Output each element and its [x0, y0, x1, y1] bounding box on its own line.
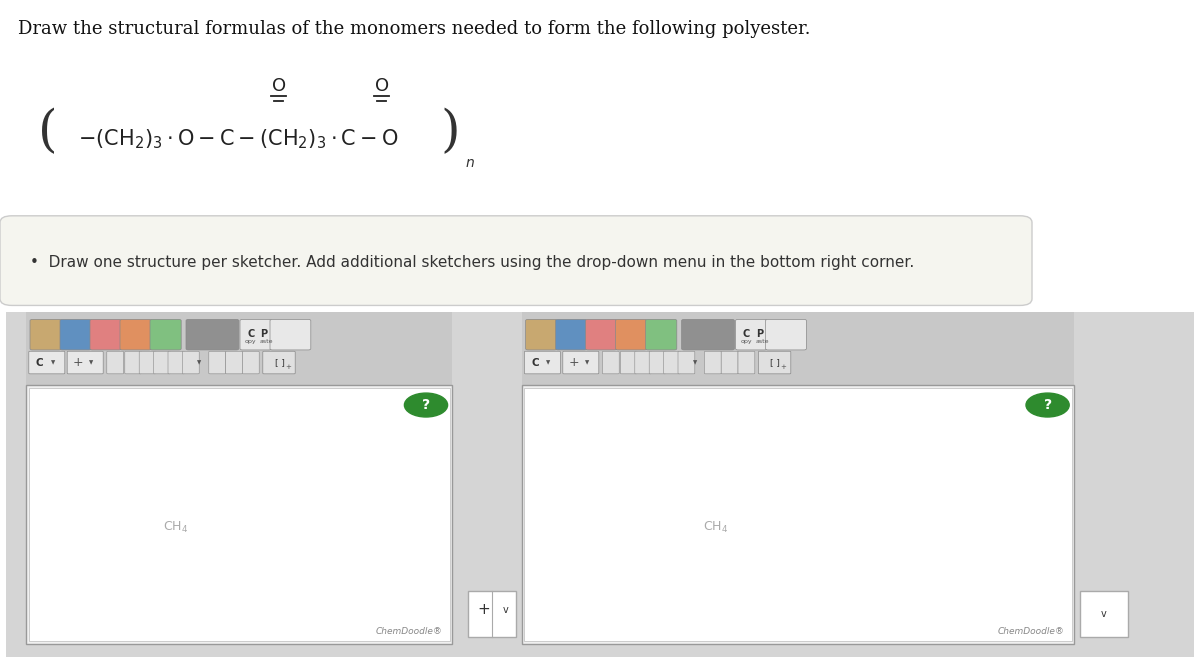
Text: P: P: [260, 329, 268, 339]
Text: +: +: [781, 364, 786, 371]
FancyBboxPatch shape: [26, 385, 452, 644]
FancyBboxPatch shape: [6, 312, 1194, 657]
FancyBboxPatch shape: [209, 351, 226, 374]
FancyBboxPatch shape: [120, 319, 151, 350]
FancyBboxPatch shape: [704, 351, 721, 374]
FancyBboxPatch shape: [620, 351, 637, 374]
FancyBboxPatch shape: [586, 319, 617, 350]
Circle shape: [1026, 393, 1069, 417]
Text: $\mathregular{CH_4}$: $\mathregular{CH_4}$: [163, 520, 188, 535]
FancyBboxPatch shape: [139, 351, 156, 374]
Text: opy: opy: [245, 339, 257, 345]
FancyBboxPatch shape: [125, 351, 142, 374]
Text: [ ]: [ ]: [770, 358, 780, 367]
Text: Draw the structural formulas of the monomers needed to form the following polyes: Draw the structural formulas of the mono…: [18, 20, 810, 38]
Text: (: (: [38, 108, 58, 157]
FancyBboxPatch shape: [682, 319, 734, 350]
FancyBboxPatch shape: [1080, 591, 1128, 637]
FancyBboxPatch shape: [522, 385, 1074, 644]
Text: $\mathsf{-(CH_2)_3 \cdot O-C-(CH_2)_3 \cdot C-O}$: $\mathsf{-(CH_2)_3 \cdot O-C-(CH_2)_3 \c…: [78, 127, 398, 151]
FancyBboxPatch shape: [0, 216, 1032, 305]
Text: ▼: ▼: [89, 360, 94, 365]
FancyBboxPatch shape: [107, 351, 124, 374]
FancyBboxPatch shape: [26, 312, 452, 385]
FancyBboxPatch shape: [556, 319, 587, 350]
Text: $\mathsf{O}$: $\mathsf{O}$: [374, 77, 389, 96]
Text: ): ): [440, 108, 460, 157]
FancyBboxPatch shape: [616, 319, 647, 350]
Text: P: P: [756, 329, 763, 339]
Text: +: +: [286, 364, 290, 371]
FancyBboxPatch shape: [468, 591, 516, 637]
Text: ▼: ▼: [692, 360, 697, 365]
FancyBboxPatch shape: [182, 351, 199, 374]
FancyBboxPatch shape: [154, 351, 170, 374]
Text: ChemDoodle®: ChemDoodle®: [376, 627, 443, 636]
FancyBboxPatch shape: [60, 319, 91, 350]
FancyBboxPatch shape: [242, 351, 259, 374]
FancyBboxPatch shape: [766, 319, 806, 350]
FancyBboxPatch shape: [263, 351, 295, 374]
FancyBboxPatch shape: [186, 319, 239, 350]
FancyBboxPatch shape: [738, 351, 755, 374]
Circle shape: [404, 393, 448, 417]
FancyBboxPatch shape: [522, 312, 1074, 385]
Text: C: C: [247, 329, 254, 339]
Text: ▼: ▼: [584, 360, 589, 365]
Text: ?: ?: [1044, 398, 1051, 412]
Text: aste: aste: [259, 339, 274, 345]
FancyBboxPatch shape: [758, 351, 791, 374]
FancyBboxPatch shape: [29, 351, 65, 374]
Text: opy: opy: [740, 339, 752, 345]
FancyBboxPatch shape: [524, 388, 1072, 641]
Text: v: v: [1102, 609, 1106, 620]
FancyBboxPatch shape: [649, 351, 666, 374]
FancyBboxPatch shape: [168, 351, 185, 374]
Text: +: +: [569, 356, 578, 369]
Text: n: n: [466, 155, 474, 170]
Text: ChemDoodle®: ChemDoodle®: [997, 627, 1064, 636]
Text: •  Draw one structure per sketcher. Add additional sketchers using the drop-down: • Draw one structure per sketcher. Add a…: [30, 255, 914, 270]
Text: v: v: [503, 604, 508, 615]
Text: +: +: [73, 356, 83, 369]
Text: C: C: [36, 357, 43, 368]
FancyBboxPatch shape: [646, 319, 677, 350]
FancyBboxPatch shape: [30, 319, 61, 350]
FancyBboxPatch shape: [524, 351, 560, 374]
Text: +: +: [478, 602, 490, 617]
FancyBboxPatch shape: [721, 351, 738, 374]
FancyBboxPatch shape: [526, 319, 557, 350]
FancyBboxPatch shape: [563, 351, 599, 374]
FancyBboxPatch shape: [736, 319, 767, 350]
Text: C: C: [743, 329, 750, 339]
Text: $\mathsf{O}$: $\mathsf{O}$: [271, 77, 286, 96]
FancyBboxPatch shape: [635, 351, 652, 374]
FancyBboxPatch shape: [270, 319, 311, 350]
FancyBboxPatch shape: [240, 319, 271, 350]
FancyBboxPatch shape: [678, 351, 695, 374]
FancyBboxPatch shape: [150, 319, 181, 350]
Text: ▼: ▼: [197, 360, 202, 365]
FancyBboxPatch shape: [67, 351, 103, 374]
FancyBboxPatch shape: [90, 319, 121, 350]
FancyBboxPatch shape: [664, 351, 680, 374]
FancyBboxPatch shape: [602, 351, 619, 374]
Text: ?: ?: [422, 398, 430, 412]
FancyBboxPatch shape: [29, 388, 450, 641]
Text: aste: aste: [755, 339, 769, 345]
Text: $\mathregular{CH_4}$: $\mathregular{CH_4}$: [702, 520, 728, 535]
Text: ▼: ▼: [50, 360, 55, 365]
Text: [ ]: [ ]: [275, 358, 284, 367]
Text: ▼: ▼: [546, 360, 551, 365]
Text: C: C: [532, 357, 539, 368]
FancyBboxPatch shape: [226, 351, 242, 374]
